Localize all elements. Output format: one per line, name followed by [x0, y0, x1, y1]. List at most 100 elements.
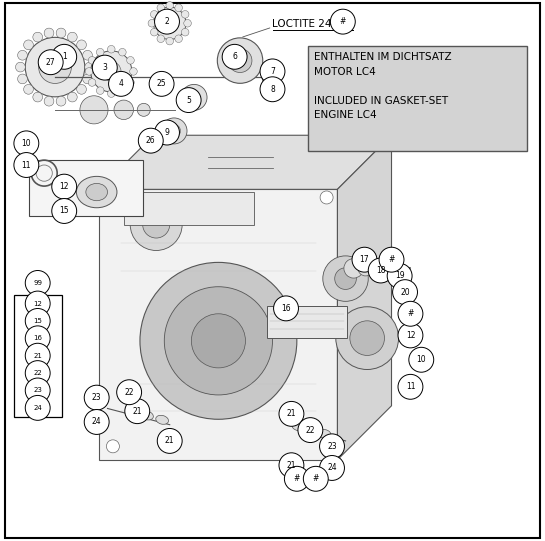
Circle shape — [279, 401, 304, 426]
FancyBboxPatch shape — [124, 192, 253, 225]
Circle shape — [52, 174, 77, 199]
FancyBboxPatch shape — [267, 306, 347, 338]
Circle shape — [157, 4, 165, 11]
Circle shape — [84, 385, 109, 410]
Text: #: # — [294, 474, 300, 483]
Circle shape — [117, 380, 142, 405]
Circle shape — [279, 453, 304, 478]
Text: 7: 7 — [270, 67, 275, 76]
FancyBboxPatch shape — [29, 160, 143, 216]
Circle shape — [319, 456, 344, 480]
Circle shape — [25, 37, 85, 97]
Circle shape — [157, 35, 165, 43]
Circle shape — [166, 2, 173, 9]
Circle shape — [176, 88, 201, 113]
Circle shape — [166, 37, 173, 45]
Circle shape — [336, 307, 398, 370]
Circle shape — [191, 314, 245, 368]
Circle shape — [52, 44, 77, 69]
Ellipse shape — [156, 77, 171, 88]
Circle shape — [344, 259, 364, 278]
Circle shape — [25, 361, 50, 386]
Text: 3: 3 — [102, 63, 107, 72]
Circle shape — [350, 321, 384, 355]
Circle shape — [298, 418, 323, 443]
Circle shape — [387, 263, 412, 288]
Text: 21: 21 — [33, 353, 42, 359]
Circle shape — [352, 247, 377, 272]
Circle shape — [80, 96, 108, 124]
Text: 11: 11 — [405, 382, 415, 391]
Circle shape — [155, 9, 179, 34]
Text: 17: 17 — [360, 255, 370, 264]
Circle shape — [330, 9, 355, 34]
Circle shape — [145, 130, 164, 149]
Circle shape — [358, 261, 373, 276]
FancyBboxPatch shape — [308, 46, 527, 151]
Text: 8: 8 — [270, 85, 275, 94]
Circle shape — [86, 68, 93, 75]
Circle shape — [119, 87, 126, 95]
Circle shape — [101, 62, 121, 81]
Circle shape — [107, 90, 115, 97]
Circle shape — [130, 199, 182, 250]
Text: 10: 10 — [22, 139, 31, 148]
Circle shape — [222, 44, 247, 69]
Circle shape — [92, 55, 117, 80]
Text: 2: 2 — [165, 17, 169, 26]
Text: 9: 9 — [165, 128, 169, 137]
Text: #: # — [340, 17, 346, 26]
Circle shape — [228, 49, 252, 72]
Circle shape — [260, 77, 285, 102]
Text: 26: 26 — [146, 136, 155, 145]
Ellipse shape — [292, 422, 305, 431]
Circle shape — [217, 38, 263, 83]
Text: #: # — [389, 255, 395, 264]
Text: 22: 22 — [124, 388, 134, 397]
Circle shape — [25, 270, 50, 295]
Text: 24: 24 — [33, 405, 42, 411]
Circle shape — [167, 124, 180, 137]
Circle shape — [149, 71, 174, 96]
Text: 21: 21 — [165, 437, 174, 445]
Circle shape — [84, 410, 109, 434]
Circle shape — [77, 40, 87, 50]
Circle shape — [379, 247, 404, 272]
Ellipse shape — [125, 407, 138, 415]
Circle shape — [126, 79, 134, 87]
Circle shape — [143, 211, 169, 238]
Text: 12: 12 — [59, 182, 69, 191]
Circle shape — [77, 84, 87, 94]
Circle shape — [17, 50, 27, 60]
FancyBboxPatch shape — [5, 3, 540, 538]
Text: 18: 18 — [376, 266, 385, 275]
Circle shape — [320, 440, 333, 453]
Ellipse shape — [262, 62, 279, 87]
Text: 22: 22 — [33, 370, 42, 376]
Circle shape — [14, 153, 39, 177]
Circle shape — [56, 28, 66, 38]
Circle shape — [148, 19, 156, 27]
Circle shape — [379, 263, 389, 274]
Circle shape — [335, 268, 356, 289]
Circle shape — [44, 96, 54, 106]
Circle shape — [398, 374, 423, 399]
Text: 16: 16 — [281, 304, 291, 313]
Circle shape — [119, 48, 126, 56]
Circle shape — [38, 50, 63, 75]
Text: 23: 23 — [92, 393, 101, 402]
Ellipse shape — [141, 411, 153, 420]
Polygon shape — [99, 135, 391, 189]
Text: 15: 15 — [33, 318, 42, 324]
Text: 24: 24 — [92, 418, 101, 426]
Ellipse shape — [76, 176, 117, 208]
Text: ENTHALTEN IM DICHTSATZ
MOTOR LC4

INCLUDED IN GASKET-SET
ENGINE LC4: ENTHALTEN IM DICHTSATZ MOTOR LC4 INCLUDE… — [314, 52, 452, 120]
Circle shape — [398, 301, 423, 326]
Circle shape — [52, 199, 77, 223]
Text: 4: 4 — [119, 80, 124, 88]
Text: 11: 11 — [22, 161, 31, 169]
Circle shape — [284, 466, 310, 491]
Circle shape — [319, 434, 344, 459]
Circle shape — [125, 399, 150, 424]
Text: 27: 27 — [46, 58, 56, 67]
